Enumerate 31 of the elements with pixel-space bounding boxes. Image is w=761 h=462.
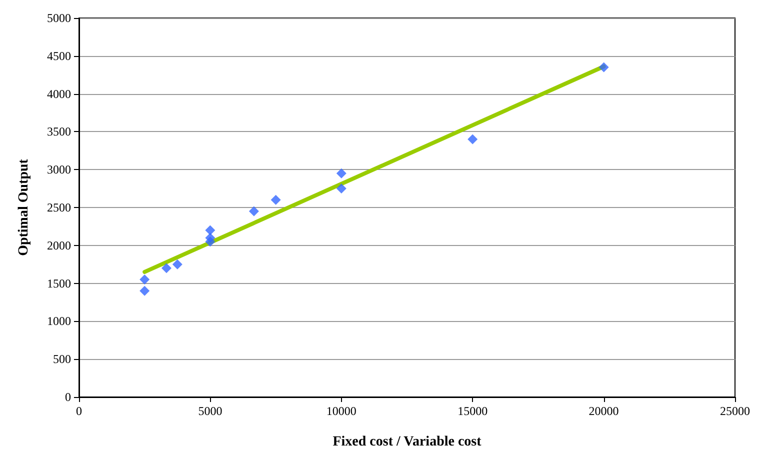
y-tick-label: 3500 [47,124,71,139]
y-tick-label: 4000 [47,86,71,101]
x-tick-label: 5000 [198,404,222,418]
point [336,184,346,194]
y-tick-label: 2000 [47,238,71,252]
y-tick-label: 5000 [47,11,71,25]
point [161,263,172,274]
point [172,259,182,270]
x-axis-title: Fixed cost / Variable cost [332,434,482,450]
x-tick-label: 0 [76,404,82,418]
point [336,168,346,178]
y-tick-label: 2500 [47,200,71,214]
x-tick-label: 10000 [326,404,356,418]
point [270,194,281,205]
y-tick-label: 1000 [47,314,71,328]
x-tick-label: 15000 [458,404,488,418]
point [205,236,216,247]
y-tick-label: 3000 [47,162,71,177]
point [468,134,478,144]
point [248,206,259,216]
x-tick-label: 25000 [720,404,750,418]
y-tick-label: 0 [65,390,71,404]
x-tick-label: 20000 [588,404,619,418]
y-axis-title: Optimal Output [16,158,32,256]
y-tick-label: 500 [53,352,71,366]
point [140,274,150,285]
point [205,225,216,236]
y-tick-label: 1500 [47,276,71,290]
y-tick-label: 4500 [47,48,71,63]
point [598,62,609,72]
point [140,286,150,296]
